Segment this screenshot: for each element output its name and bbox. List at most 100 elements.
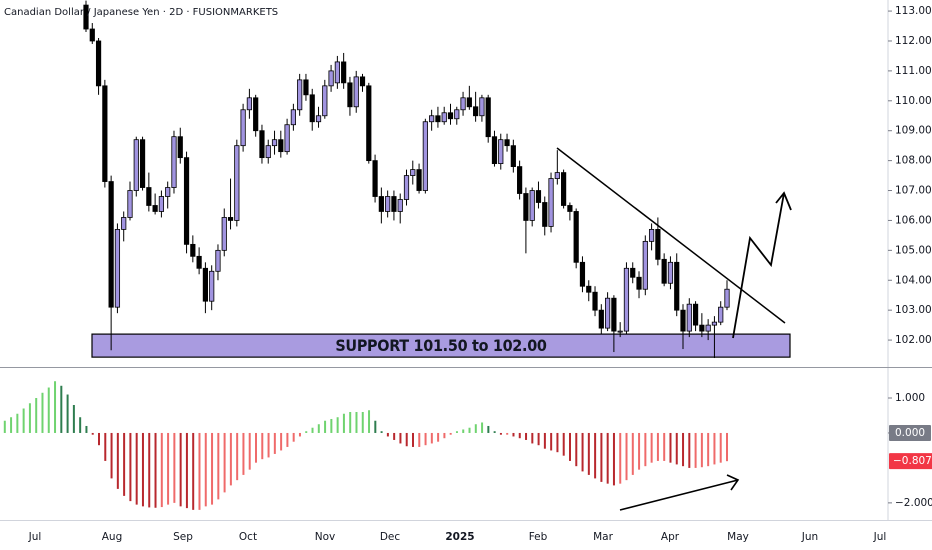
histogram-bar (644, 432, 647, 467)
histogram-bar (305, 431, 308, 433)
candle-body (221, 217, 227, 251)
histogram-bar (104, 432, 107, 461)
candle-body (561, 172, 567, 206)
histogram-bar (531, 432, 534, 444)
candle-body (604, 297, 611, 329)
candle-body (529, 190, 535, 221)
support-zone (91, 333, 791, 358)
histogram-bar (28, 403, 31, 433)
candle-body (416, 169, 422, 191)
candle-body (535, 190, 542, 203)
candle-body (240, 109, 246, 147)
histogram-bar (160, 432, 163, 508)
candle-body (510, 145, 516, 168)
candle-body (83, 4, 89, 30)
histogram-bar (631, 432, 634, 475)
zero-label-box (889, 424, 931, 441)
candle-body (196, 255, 202, 269)
candle-body (171, 136, 177, 188)
candle-body (309, 94, 315, 123)
candle-body (554, 172, 560, 179)
candle-body (158, 196, 165, 212)
y-tick-label: 110.000 (895, 95, 932, 107)
histogram-bar (405, 432, 408, 447)
candle-body (127, 190, 133, 218)
histogram-bar (330, 418, 333, 433)
histogram-bar (562, 432, 565, 456)
x-tick-label: Aug (102, 531, 123, 543)
histogram-bar (550, 432, 553, 451)
histogram-bar (248, 432, 251, 470)
candle-body (611, 297, 617, 332)
histogram-bar (123, 432, 126, 496)
candle-body (429, 115, 435, 123)
histogram-bar (324, 420, 327, 433)
candle-body (215, 249, 221, 272)
candle-body (209, 270, 215, 302)
histogram-bar (506, 432, 509, 435)
x-tick-label: Feb (529, 531, 548, 543)
candle-body (290, 109, 296, 126)
trendline (556, 147, 786, 324)
candle-body (573, 211, 579, 263)
histogram-bar (424, 432, 427, 446)
y-tick-label: 108.000 (895, 155, 932, 167)
candle-body (692, 303, 699, 326)
histogram-bar (374, 420, 377, 433)
candle-body (397, 199, 403, 212)
histogram-bar (663, 432, 666, 461)
candle-body (102, 85, 108, 182)
candle-body (447, 112, 454, 120)
candle-body (152, 205, 158, 212)
x-tick-label: Oct (239, 531, 257, 543)
candle-body (435, 115, 441, 123)
candle-body (485, 97, 491, 138)
histogram-bar (707, 432, 710, 467)
candle-body (498, 139, 504, 165)
chart-title: Canadian Dollar / Japanese Yen · 2D · FU… (4, 7, 278, 18)
histogram-bar (60, 385, 63, 433)
histogram-bar (229, 432, 232, 486)
histogram-bar (204, 432, 207, 507)
candle-body (623, 267, 630, 332)
candle-body (353, 76, 359, 108)
y-tick-label: 106.000 (895, 214, 932, 226)
histogram-bar (223, 432, 226, 493)
candle-body (711, 321, 718, 326)
histogram-bar (198, 432, 201, 510)
support-label: SUPPORT 101.50 to 102.00 (335, 336, 547, 355)
x-tick-label: Jul (873, 531, 887, 543)
histogram-bar (173, 432, 176, 503)
histogram-bar (10, 417, 13, 433)
histogram-bar (587, 432, 590, 475)
candle-body (253, 97, 259, 132)
histogram-bar (298, 432, 301, 437)
candle-body (598, 309, 604, 329)
histogram-bar (16, 413, 19, 433)
histogram-bar (493, 431, 496, 433)
histogram-bar (437, 432, 440, 442)
histogram-bar (167, 432, 170, 505)
candle-body (648, 229, 655, 242)
candle-body (190, 243, 196, 257)
histogram-bar (179, 432, 182, 507)
histogram-bar (468, 427, 471, 433)
x-tick-label: Jun (801, 531, 818, 543)
candle-body (491, 136, 498, 165)
histogram-bar (393, 432, 396, 440)
histogram-bar (713, 432, 716, 465)
histogram-bar (91, 432, 94, 435)
histogram-bar (474, 424, 477, 433)
y-tick-label: 112.000 (895, 35, 932, 47)
histogram-bar (236, 432, 239, 481)
candle-body (177, 136, 183, 159)
candle-body (674, 261, 680, 311)
candle-body (95, 40, 102, 87)
y-tick-label: 107.000 (895, 185, 932, 197)
candle-body (592, 291, 598, 311)
candle-body (165, 187, 171, 197)
histogram-bar (217, 432, 220, 500)
histogram-bar (141, 432, 144, 507)
histogram-bar (675, 432, 678, 465)
candle-body (479, 97, 485, 117)
